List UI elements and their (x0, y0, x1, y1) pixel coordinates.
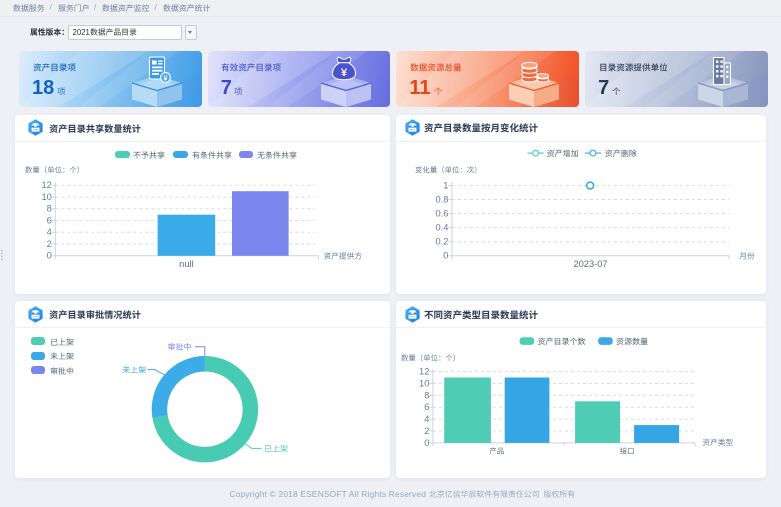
svg-text:0: 0 (443, 251, 448, 261)
svg-text:6: 6 (424, 402, 429, 412)
svg-text:¥: ¥ (341, 67, 348, 79)
svg-text:¥: ¥ (164, 75, 168, 82)
svg-text:0: 0 (47, 251, 52, 261)
svg-text:6: 6 (47, 216, 52, 226)
svg-text:10: 10 (41, 192, 51, 202)
svg-text:0.4: 0.4 (435, 223, 448, 233)
svg-text:null: null (179, 259, 193, 269)
svg-text:4: 4 (47, 227, 52, 237)
svg-text:2023-07: 2023-07 (573, 259, 607, 269)
svg-text:4: 4 (424, 414, 429, 424)
svg-text:8: 8 (47, 204, 52, 214)
svg-text:0.6: 0.6 (435, 209, 448, 219)
svg-text:10: 10 (419, 378, 429, 388)
svg-text:0.2: 0.2 (435, 237, 448, 247)
svg-text:8: 8 (424, 390, 429, 400)
svg-text:0.8: 0.8 (435, 194, 448, 204)
svg-text:12: 12 (419, 367, 429, 377)
svg-text:1: 1 (443, 180, 448, 190)
svg-text:12: 12 (41, 180, 51, 190)
svg-text:2: 2 (47, 239, 52, 249)
svg-text:2: 2 (424, 426, 429, 436)
svg-text:0: 0 (424, 438, 429, 448)
